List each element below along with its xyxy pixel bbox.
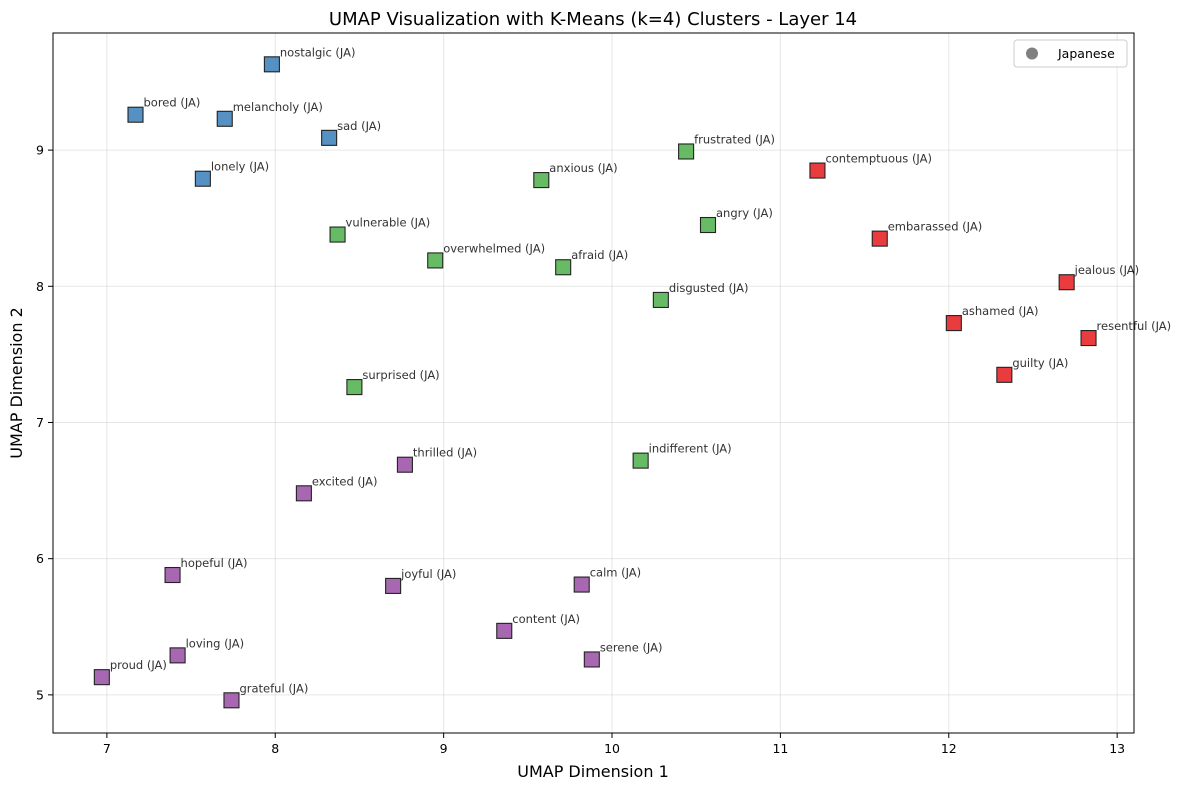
data-point-marker xyxy=(996,366,1013,383)
point-label: vulnerable (JA) xyxy=(346,216,431,230)
point-labels: nostalgic (JA) bored (JA) melancholy (JA) s… xyxy=(110,45,1171,695)
plot-frame xyxy=(52,32,1135,734)
x-tick-label: 8 xyxy=(271,741,279,756)
legend-box xyxy=(1013,39,1128,68)
point-label: excited (JA) xyxy=(312,474,378,488)
y-axis-label: UMAP Dimension 2 xyxy=(7,307,26,459)
point-label: guilty (JA) xyxy=(1012,356,1068,370)
data-point-marker xyxy=(194,170,211,187)
data-point-marker xyxy=(295,485,312,502)
x-tick-label: 11 xyxy=(772,741,788,756)
point-label: afraid (JA) xyxy=(571,248,628,262)
data-point-marker xyxy=(583,651,600,668)
data-point-marker xyxy=(216,110,233,127)
data-point-marker xyxy=(678,143,695,160)
point-label: grateful (JA) xyxy=(239,681,308,695)
data-point-marker xyxy=(945,315,962,332)
data-point-marker xyxy=(533,172,550,189)
data-point-marker xyxy=(871,230,888,247)
point-label: contemptuous (JA) xyxy=(825,152,932,166)
point-label: disgusted (JA) xyxy=(669,281,749,295)
data-point-marker xyxy=(1058,274,1075,291)
point-label: frustrated (JA) xyxy=(694,132,775,146)
data-point-marker xyxy=(555,259,572,276)
legend: Japanese xyxy=(1013,39,1128,68)
point-label: sad (JA) xyxy=(337,119,381,133)
point-label: joyful (JA) xyxy=(400,567,456,581)
data-point-marker xyxy=(346,379,363,396)
data-points xyxy=(93,56,1097,709)
legend-marker-japanese xyxy=(1026,47,1038,60)
point-label: anxious (JA) xyxy=(549,161,617,175)
point-label: loving (JA) xyxy=(186,636,245,650)
y-tick-label: 8 xyxy=(36,279,44,294)
grid-lines xyxy=(53,33,1134,733)
point-label: hopeful (JA) xyxy=(181,556,248,570)
point-label: overwhelmed (JA) xyxy=(443,241,545,255)
chart-title: UMAP Visualization with K-Means (k=4) Cl… xyxy=(329,9,857,30)
point-label: content (JA) xyxy=(512,612,580,626)
point-label: indifferent (JA) xyxy=(649,442,732,456)
y-axis-ticks: 5 6 7 8 9 xyxy=(36,143,53,702)
y-tick-label: 9 xyxy=(36,143,44,158)
point-label: surprised (JA) xyxy=(362,368,439,382)
x-axis-label: UMAP Dimension 1 xyxy=(517,762,669,781)
data-point-marker xyxy=(263,56,280,73)
x-tick-label: 12 xyxy=(941,741,957,756)
data-point-marker xyxy=(164,566,181,584)
x-axis-ticks: 7 8 9 10 11 12 13 xyxy=(103,733,1125,756)
data-point-marker xyxy=(809,162,826,179)
y-tick-label: 5 xyxy=(36,687,44,702)
point-label: jealous (JA) xyxy=(1074,263,1140,277)
data-point-marker xyxy=(329,226,346,243)
x-tick-label: 9 xyxy=(440,741,448,756)
point-label: serene (JA) xyxy=(600,640,663,654)
data-point-marker xyxy=(652,291,669,308)
point-label: proud (JA) xyxy=(110,658,167,672)
point-label: calm (JA) xyxy=(590,566,641,580)
x-tick-label: 7 xyxy=(103,741,111,756)
point-label: embarassed (JA) xyxy=(888,220,982,234)
x-tick-label: 10 xyxy=(604,741,620,756)
point-label: bored (JA) xyxy=(144,96,201,110)
data-point-marker xyxy=(385,577,402,594)
data-point-marker xyxy=(699,216,717,234)
data-point-marker xyxy=(396,456,413,473)
point-label: melancholy (JA) xyxy=(233,100,323,114)
y-tick-label: 7 xyxy=(36,415,44,430)
data-point-marker xyxy=(427,252,444,269)
data-point-marker xyxy=(573,576,590,593)
data-point-marker xyxy=(321,129,338,146)
point-label: angry (JA) xyxy=(716,206,773,220)
data-point-marker xyxy=(496,622,513,639)
data-point-marker xyxy=(127,106,144,123)
data-point-marker xyxy=(632,452,649,469)
point-label: thrilled (JA) xyxy=(413,446,477,460)
data-point-marker xyxy=(93,669,110,686)
x-tick-label: 13 xyxy=(1109,741,1125,756)
point-label: lonely (JA) xyxy=(211,160,269,174)
legend-entry-japanese: Japanese xyxy=(1057,46,1115,61)
data-point-marker xyxy=(1080,330,1097,347)
point-label: ashamed (JA) xyxy=(962,304,1039,318)
point-label: nostalgic (JA) xyxy=(280,45,356,59)
data-point-marker xyxy=(169,647,186,664)
y-tick-label: 6 xyxy=(36,551,44,566)
data-point-marker xyxy=(223,692,240,709)
